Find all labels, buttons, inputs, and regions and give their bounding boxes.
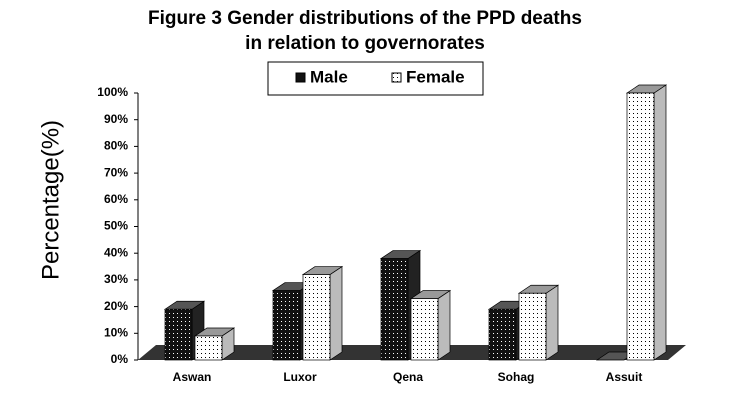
y-tick-label: 90% [104, 112, 128, 126]
y-tick-label: 70% [104, 165, 128, 179]
chart-title: Figure 3 Gender distributions of the PPD… [148, 8, 582, 29]
bar [272, 290, 301, 361]
y-tick-label: 0% [111, 352, 129, 366]
bar [194, 335, 223, 361]
bar-side [329, 265, 343, 361]
bar-side [437, 289, 451, 361]
y-tick-label: 60% [104, 192, 128, 206]
bar [410, 298, 439, 361]
x-tick-label: Luxor [283, 370, 317, 384]
y-tick-label: 100% [97, 85, 128, 99]
y-tick-label: 10% [104, 325, 128, 339]
chart-subtitle: in relation to governorates [245, 33, 485, 54]
y-axis-label: Percentage(%) [37, 120, 64, 280]
bar [164, 308, 193, 361]
bar [488, 308, 517, 361]
x-tick-label: Aswan [173, 370, 212, 384]
y-tick-label: 80% [104, 139, 128, 153]
x-tick-label: Sohag [498, 370, 535, 384]
legend-swatch [295, 72, 306, 83]
x-tick-label: Assuit [606, 370, 643, 384]
bar-side [653, 84, 667, 361]
x-tick-label: Qena [393, 370, 423, 384]
bar [380, 258, 409, 361]
y-tick-label: 50% [104, 219, 128, 233]
bar [626, 92, 655, 361]
y-tick-label: 30% [104, 272, 128, 286]
bar [518, 292, 547, 361]
y-tick-label: 40% [104, 245, 128, 259]
bar [302, 274, 331, 361]
legend-label: Male [310, 67, 348, 86]
y-tick-label: 20% [104, 299, 128, 313]
legend-swatch [391, 72, 402, 83]
bar-side [545, 284, 559, 361]
legend-label: Female [406, 67, 465, 86]
